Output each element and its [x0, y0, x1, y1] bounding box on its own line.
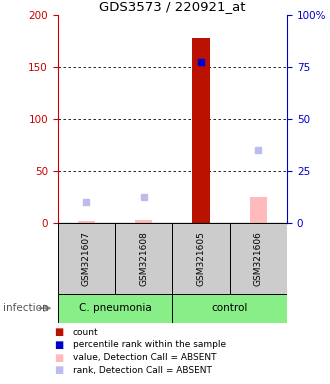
Bar — [192, 38, 210, 223]
Text: GSM321605: GSM321605 — [197, 231, 206, 286]
Title: GDS3573 / 220921_at: GDS3573 / 220921_at — [99, 0, 246, 13]
Bar — [78, 221, 95, 223]
Text: value, Detection Call = ABSENT: value, Detection Call = ABSENT — [73, 353, 216, 362]
Bar — [58, 223, 115, 294]
Text: rank, Detection Call = ABSENT: rank, Detection Call = ABSENT — [73, 366, 212, 375]
Bar — [230, 223, 287, 294]
Text: control: control — [212, 303, 248, 313]
Bar — [115, 223, 173, 294]
Text: infection: infection — [3, 303, 49, 313]
Text: C. pneumonia: C. pneumonia — [79, 303, 151, 313]
Bar — [250, 197, 267, 223]
Text: count: count — [73, 328, 98, 337]
Bar — [135, 220, 152, 223]
Text: ■: ■ — [54, 353, 64, 362]
Text: ■: ■ — [54, 365, 64, 375]
Text: ■: ■ — [54, 340, 64, 350]
Text: GSM321606: GSM321606 — [254, 231, 263, 286]
Text: GSM321607: GSM321607 — [82, 231, 91, 286]
Bar — [172, 223, 230, 294]
Text: percentile rank within the sample: percentile rank within the sample — [73, 340, 226, 349]
Bar — [172, 294, 287, 323]
Text: GSM321608: GSM321608 — [139, 231, 148, 286]
Bar — [58, 294, 173, 323]
Text: ■: ■ — [54, 327, 64, 337]
